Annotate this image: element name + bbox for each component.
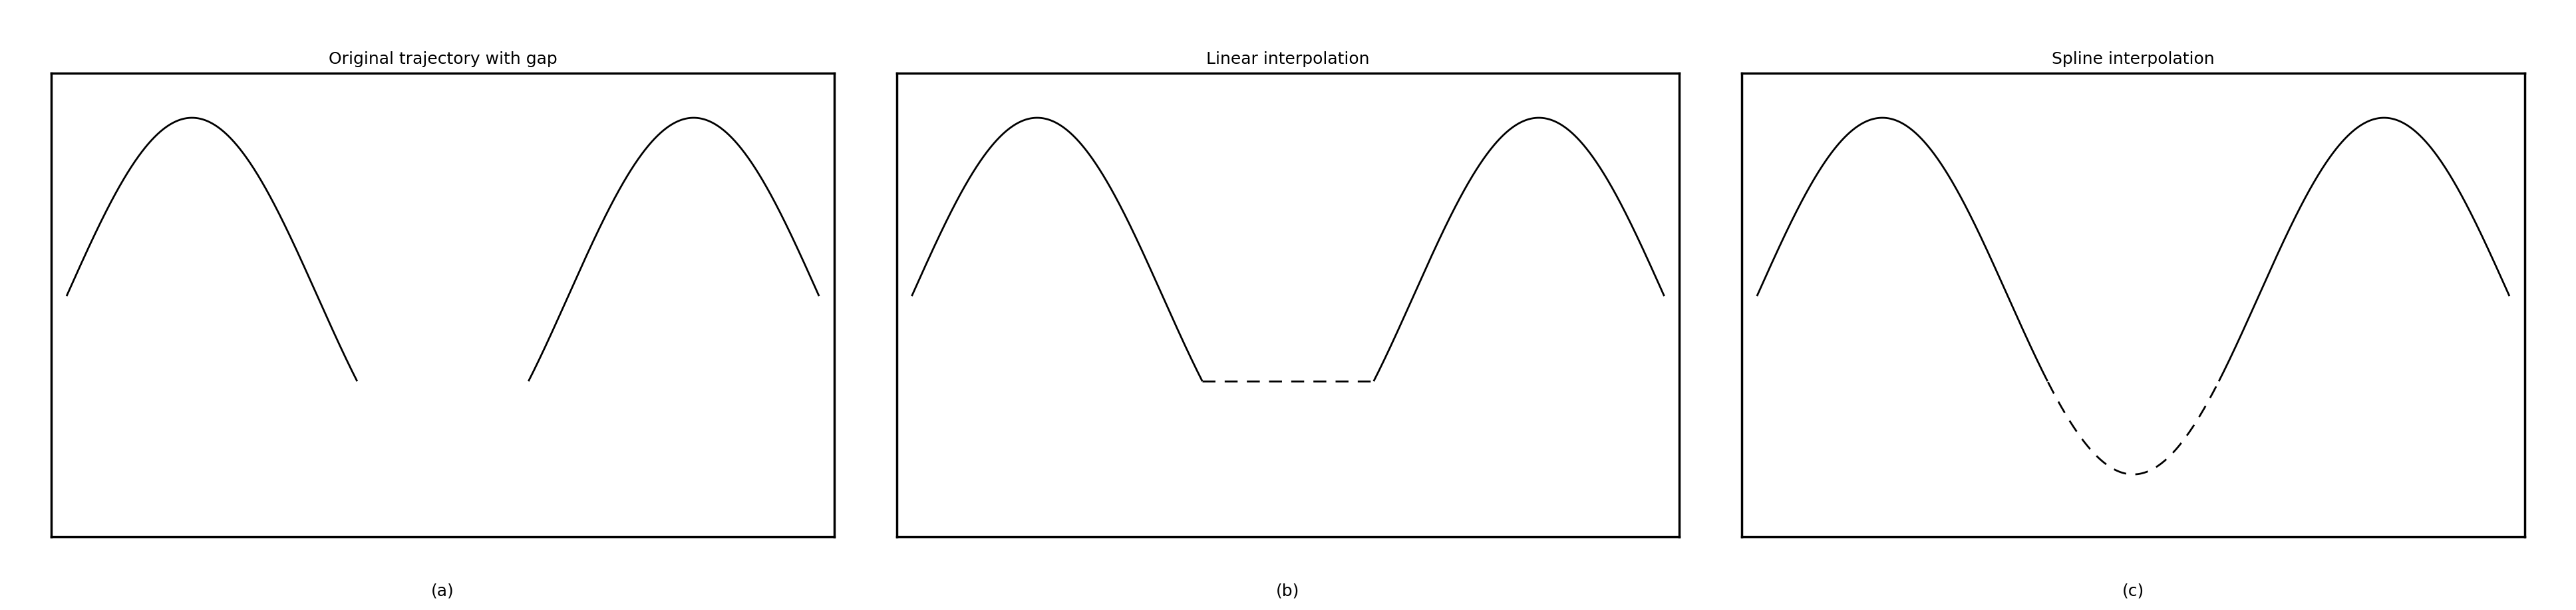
Title: Original trajectory with gap: Original trajectory with gap [330, 51, 556, 67]
Title: Linear interpolation: Linear interpolation [1206, 51, 1370, 67]
Text: (c): (c) [2123, 583, 2143, 599]
Text: (a): (a) [430, 583, 453, 599]
Text: (b): (b) [1275, 583, 1301, 599]
Title: Spline interpolation: Spline interpolation [2053, 51, 2215, 67]
